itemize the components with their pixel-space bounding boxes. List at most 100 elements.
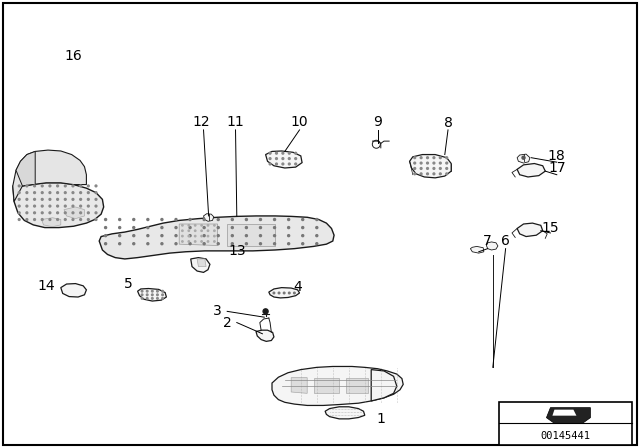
Circle shape bbox=[161, 235, 163, 237]
Circle shape bbox=[214, 241, 215, 242]
Polygon shape bbox=[197, 259, 206, 267]
Circle shape bbox=[201, 241, 202, 242]
Circle shape bbox=[245, 235, 248, 237]
Circle shape bbox=[161, 219, 163, 220]
Circle shape bbox=[188, 241, 189, 242]
Circle shape bbox=[282, 158, 284, 159]
Circle shape bbox=[259, 227, 262, 228]
Circle shape bbox=[26, 205, 28, 207]
Polygon shape bbox=[272, 366, 403, 405]
Circle shape bbox=[446, 162, 447, 164]
Circle shape bbox=[175, 235, 177, 237]
Circle shape bbox=[195, 230, 196, 232]
Circle shape bbox=[49, 205, 51, 207]
Circle shape bbox=[203, 235, 205, 237]
Polygon shape bbox=[517, 154, 530, 163]
Circle shape bbox=[57, 198, 58, 200]
Circle shape bbox=[195, 224, 196, 226]
Circle shape bbox=[65, 192, 66, 194]
Circle shape bbox=[88, 219, 89, 220]
Text: 17: 17 bbox=[548, 161, 566, 175]
Circle shape bbox=[433, 162, 435, 164]
Polygon shape bbox=[517, 164, 545, 177]
Circle shape bbox=[295, 158, 296, 159]
Circle shape bbox=[294, 292, 295, 294]
Circle shape bbox=[295, 152, 296, 154]
Circle shape bbox=[203, 219, 205, 220]
Circle shape bbox=[49, 212, 51, 214]
Circle shape bbox=[420, 173, 422, 175]
Circle shape bbox=[161, 243, 163, 245]
Circle shape bbox=[34, 219, 35, 220]
Circle shape bbox=[57, 212, 58, 214]
Circle shape bbox=[95, 212, 97, 214]
Circle shape bbox=[189, 235, 191, 237]
Circle shape bbox=[276, 152, 277, 154]
Text: 00145441: 00145441 bbox=[541, 431, 591, 441]
Circle shape bbox=[287, 235, 290, 237]
Circle shape bbox=[42, 219, 43, 220]
Circle shape bbox=[57, 192, 58, 194]
Circle shape bbox=[217, 227, 220, 228]
Circle shape bbox=[19, 198, 20, 200]
Circle shape bbox=[141, 290, 143, 292]
Circle shape bbox=[287, 227, 290, 228]
Text: 5: 5 bbox=[124, 277, 132, 292]
Circle shape bbox=[207, 241, 209, 242]
Circle shape bbox=[118, 219, 121, 220]
Circle shape bbox=[427, 157, 428, 159]
Circle shape bbox=[440, 168, 441, 169]
Polygon shape bbox=[266, 151, 302, 168]
Circle shape bbox=[49, 198, 51, 200]
Circle shape bbox=[433, 173, 435, 175]
Text: 8: 8 bbox=[444, 116, 452, 130]
Circle shape bbox=[182, 235, 183, 237]
Text: 12: 12 bbox=[193, 115, 211, 129]
Polygon shape bbox=[410, 155, 451, 178]
Circle shape bbox=[414, 173, 415, 175]
Circle shape bbox=[57, 205, 58, 207]
Circle shape bbox=[132, 219, 135, 220]
Circle shape bbox=[182, 224, 183, 226]
Circle shape bbox=[433, 157, 435, 159]
Circle shape bbox=[19, 219, 20, 220]
Circle shape bbox=[175, 243, 177, 245]
Circle shape bbox=[231, 235, 234, 237]
Circle shape bbox=[42, 198, 43, 200]
Circle shape bbox=[147, 235, 149, 237]
Circle shape bbox=[104, 243, 107, 245]
Polygon shape bbox=[179, 224, 218, 246]
Circle shape bbox=[269, 163, 271, 165]
Circle shape bbox=[295, 163, 296, 165]
Circle shape bbox=[289, 292, 290, 294]
Circle shape bbox=[132, 227, 135, 228]
Circle shape bbox=[72, 219, 74, 220]
Polygon shape bbox=[42, 218, 61, 227]
Polygon shape bbox=[64, 207, 84, 219]
Circle shape bbox=[104, 235, 107, 237]
Circle shape bbox=[152, 297, 153, 299]
Circle shape bbox=[162, 297, 163, 299]
Circle shape bbox=[182, 241, 183, 242]
Circle shape bbox=[95, 185, 97, 187]
Circle shape bbox=[57, 185, 58, 187]
Circle shape bbox=[414, 162, 415, 164]
Circle shape bbox=[207, 224, 209, 226]
Polygon shape bbox=[346, 378, 368, 393]
Polygon shape bbox=[13, 150, 86, 202]
Circle shape bbox=[49, 192, 51, 194]
Circle shape bbox=[162, 290, 163, 292]
Circle shape bbox=[231, 219, 234, 220]
Circle shape bbox=[34, 198, 35, 200]
Circle shape bbox=[132, 235, 135, 237]
Circle shape bbox=[157, 297, 158, 299]
Circle shape bbox=[414, 157, 415, 159]
Circle shape bbox=[195, 241, 196, 242]
Circle shape bbox=[80, 185, 81, 187]
Text: 15: 15 bbox=[541, 221, 559, 236]
Circle shape bbox=[95, 198, 97, 200]
Circle shape bbox=[104, 219, 107, 220]
Polygon shape bbox=[204, 214, 214, 221]
Circle shape bbox=[301, 227, 304, 228]
Circle shape bbox=[118, 243, 121, 245]
